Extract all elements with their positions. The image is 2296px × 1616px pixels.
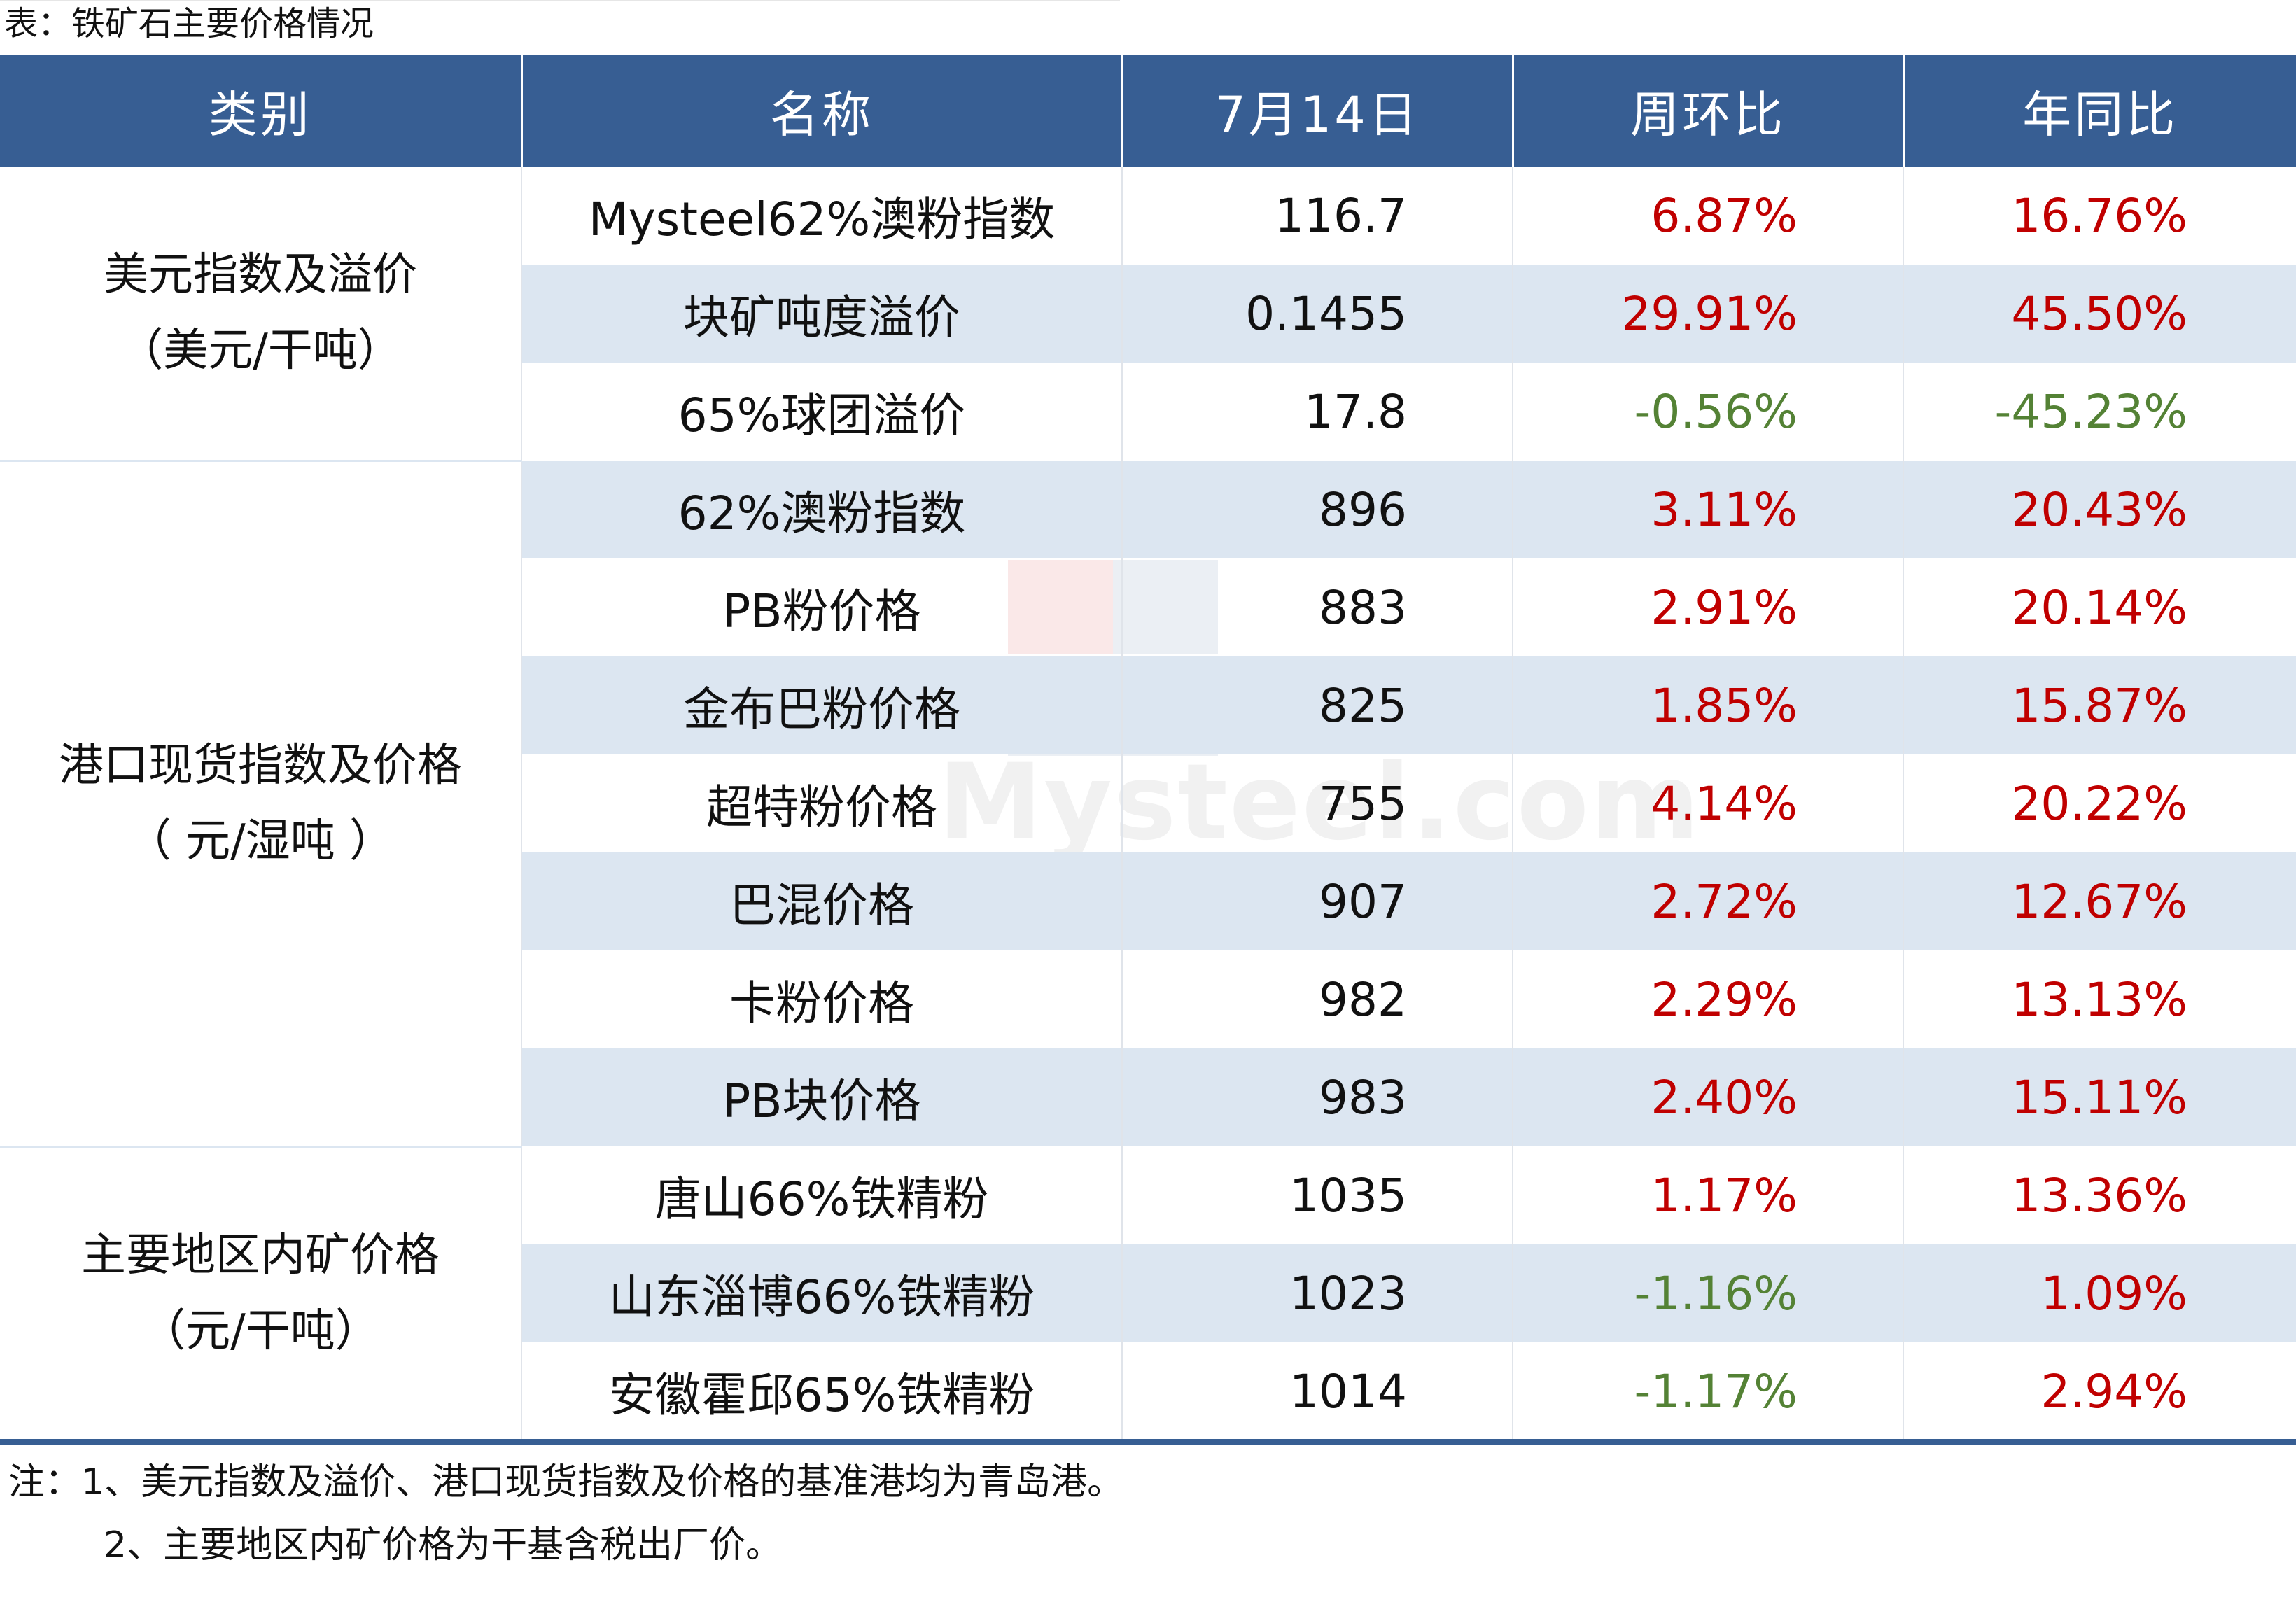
week-on-week-change: 1.17%	[1513, 1146, 1904, 1244]
item-name: PB粉价格	[522, 558, 1123, 656]
year-on-year-change: 15.11%	[1903, 1048, 2296, 1146]
price-value: 825	[1122, 656, 1513, 754]
header-category: 类别	[0, 55, 523, 167]
category-unit: （ 元/湿吨 ）	[126, 815, 395, 867]
item-name: 超特粉价格	[522, 754, 1123, 852]
item-name: 唐山66%铁精粉	[522, 1146, 1123, 1244]
week-on-week-change: 2.91%	[1513, 558, 1904, 656]
week-on-week-change: 29.91%	[1513, 265, 1904, 363]
category-label: 港口现货指数及价格	[59, 740, 462, 792]
table-row: PB块价格 983 2.40% 15.11%	[0, 1048, 2296, 1146]
item-name: 62%澳粉指数	[522, 461, 1123, 558]
item-name: Mysteel62%澳粉指数	[522, 167, 1123, 265]
table-row: 港口现货指数及价格 （ 元/湿吨 ） 62%澳粉指数 896 3.11% 20.43%	[0, 461, 2296, 1148]
year-on-year-change: 13.13%	[2011, 972, 2188, 1027]
category-cell: 主要地区内矿价格 （元/干吨）	[0, 1146, 522, 1442]
year-on-year-change: 12.67%	[1903, 852, 2296, 950]
item-name: 金布巴粉价格	[522, 656, 1123, 754]
table-row: 块矿吨度溢价 0.1455 29.91% 45.50%	[0, 265, 2296, 363]
price-value: 907	[1122, 852, 1513, 950]
week-on-week-change: 2.40%	[1513, 1048, 1904, 1146]
price-table: 类别 名称 7月14日 周环比 年同比 美元指数及溢价 （美元/干吨） Mystee…	[0, 55, 2296, 1442]
year-on-year-change: 20.14%	[2011, 580, 2188, 635]
category-unit: （元/干吨）	[141, 1305, 380, 1357]
week-on-week-change: 2.72%	[1513, 852, 1904, 950]
price-value: 1023	[1122, 1244, 1513, 1342]
price-value: 755	[1122, 754, 1513, 852]
week-on-week-change: -1.17%	[1513, 1342, 1904, 1440]
header-yoy: 年同比	[1903, 55, 2296, 167]
item-name: 山东淄博66%铁精粉	[522, 1244, 1123, 1342]
price-value: 17.8	[1122, 363, 1513, 461]
year-on-year-change: 2.94%	[2040, 1364, 2188, 1419]
note-line-2: 2、主要地区内矿价格为干基含税出厂价。	[104, 1524, 783, 1566]
table-bottom-rule	[0, 1439, 2296, 1445]
table-row: 卡粉价格 982 2.29% 13.13%	[0, 950, 2296, 1048]
table-row: 金布巴粉价格 825 1.85% 15.87%	[0, 656, 2296, 754]
price-value: 983	[1122, 1048, 1513, 1146]
year-on-year-change: 20.22%	[2011, 776, 2188, 831]
category-label: 主要地区内矿价格	[81, 1230, 440, 1281]
year-on-year-change: 15.87%	[1903, 656, 2296, 754]
item-name: 安徽霍邱65%铁精粉	[522, 1342, 1123, 1440]
table-row: 65%球团溢价 17.8 -0.56% -45.23%	[0, 363, 2296, 461]
week-on-week-change: 4.14%	[1513, 754, 1904, 852]
price-value: 0.1455	[1122, 265, 1513, 363]
week-on-week-change: 6.87%	[1513, 167, 1904, 265]
table-row: 巴混价格 907 2.72% 12.67%	[0, 852, 2296, 950]
table-row: 山东淄博66%铁精粉 1023 -1.16% 1.09%	[0, 1244, 2296, 1342]
price-value: 116.7	[1122, 167, 1513, 265]
note-line-1: 注：1、美元指数及溢价、港口现货指数及价格的基准港均为青岛港。	[8, 1461, 1124, 1503]
table-row: 主要地区内矿价格 （元/干吨） 唐山66%铁精粉 1035 1.17% 13.36%	[0, 1146, 2296, 1442]
week-on-week-change: 1.85%	[1513, 656, 1904, 754]
price-value: 896	[1122, 461, 1513, 558]
year-on-year-change: 16.76%	[2011, 188, 2188, 243]
header-name: 名称	[522, 55, 1124, 167]
year-on-year-change: 1.09%	[1903, 1244, 2296, 1342]
week-on-week-change: 2.29%	[1513, 950, 1904, 1048]
week-on-week-change: 3.11%	[1513, 461, 1904, 558]
week-on-week-change: -0.56%	[1513, 363, 1904, 461]
price-value: 1014	[1122, 1342, 1513, 1440]
category-unit: （美元/干吨）	[118, 325, 402, 377]
header-wow: 周环比	[1513, 55, 1905, 167]
year-on-year-change: -45.23%	[1994, 384, 2188, 439]
caption-rule	[0, 0, 1120, 1]
year-on-year-change: 20.43%	[1903, 461, 2296, 558]
price-value: 883	[1122, 558, 1513, 656]
year-on-year-change: 13.36%	[2011, 1168, 2188, 1223]
price-value: 1035	[1122, 1146, 1513, 1244]
item-name: 巴混价格	[522, 852, 1123, 950]
table-row: 超特粉价格 755 4.14% 20.22%	[0, 754, 2296, 852]
table-row: 安徽霍邱65%铁精粉 1014 -1.17% 2.94%	[0, 1342, 2296, 1440]
category-cell: 美元指数及溢价 （美元/干吨）	[0, 167, 522, 462]
header-date: 7月14日	[1122, 55, 1514, 167]
item-name: 卡粉价格	[522, 950, 1123, 1048]
table-row: 美元指数及溢价 （美元/干吨） Mysteel62%澳粉指数 116.7 6.87% 16…	[0, 167, 2296, 462]
table-body: 美元指数及溢价 （美元/干吨） Mysteel62%澳粉指数 116.7 6.87% 16…	[0, 167, 2296, 1442]
year-on-year-change: 45.50%	[1903, 265, 2296, 363]
table-row: PB粉价格 883 2.91% 20.14%	[0, 558, 2296, 656]
category-cell: 港口现货指数及价格 （ 元/湿吨 ）	[0, 461, 522, 1148]
price-value: 982	[1122, 950, 1513, 1048]
week-on-week-change: -1.16%	[1513, 1244, 1904, 1342]
item-name: 块矿吨度溢价	[522, 265, 1123, 363]
item-name: 65%球团溢价	[522, 363, 1123, 461]
table-header-row: 类别 名称 7月14日 周环比 年同比	[0, 55, 2296, 167]
category-label: 美元指数及溢价	[104, 249, 417, 302]
item-name: PB块价格	[522, 1048, 1123, 1146]
table-caption: 表：铁矿石主要价格情况	[4, 4, 374, 43]
